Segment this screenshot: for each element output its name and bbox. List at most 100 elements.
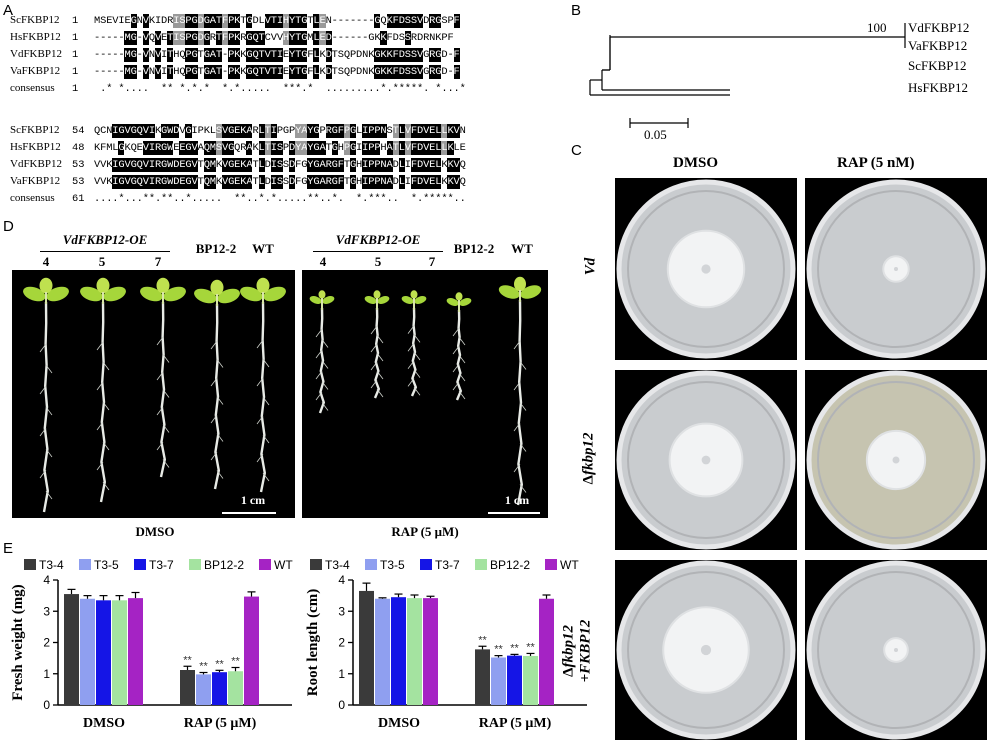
sequence-name: VdFKBP12: [10, 158, 62, 170]
panel-label-a: A: [3, 2, 14, 19]
sequence-start: 1: [72, 49, 79, 61]
oe-underline-left: [40, 251, 170, 253]
legend-label: T3-7: [149, 558, 174, 572]
bar-T3-5-0: [375, 598, 390, 705]
legend-swatch: [545, 559, 557, 570]
y-tick-label: 2: [338, 636, 345, 650]
oe-group-right: VdFKBP12-OE: [313, 232, 443, 248]
scale-label-rap: 1 cm: [504, 493, 530, 507]
bar-T3-5-0: [80, 598, 95, 705]
legend-item: BP12-2: [189, 558, 244, 572]
consensus-start: 1: [72, 83, 79, 95]
column-label-rap: RAP (5 nM): [837, 155, 915, 171]
sequence-name: ScFKBP12: [10, 124, 60, 136]
x-category-label: DMSO: [83, 716, 125, 731]
line-7-left: 7: [154, 254, 162, 269]
seedlings-dmso-photo: [12, 270, 295, 518]
significance-mark: **: [494, 644, 503, 656]
legend-item: T3-5: [365, 558, 405, 572]
taxon-sc: ScFKBP12: [908, 58, 967, 73]
significance-mark: **: [526, 641, 535, 653]
consensus-row: consensus 61 ....*...**.**..*..... **..*.*…: [10, 192, 466, 205]
taxon-va: VaFKBP12: [908, 38, 968, 53]
bar-T3-5-1: [196, 674, 211, 705]
line-7-right: 7: [428, 254, 436, 269]
legend-label: BP12-2: [490, 558, 531, 572]
legend-swatch: [259, 559, 271, 570]
legend-swatch: [420, 559, 432, 570]
sequence-name: HsFKBP12: [10, 31, 61, 43]
bar-T3-7-0: [96, 600, 111, 705]
x-category-label: RAP (5 μM): [479, 716, 552, 731]
caption-dmso: DMSO: [135, 524, 175, 539]
bar-WT-1: [539, 598, 554, 705]
seedlings-rap-photo: [302, 270, 548, 518]
scale-bar-label: 0.05: [644, 127, 667, 142]
alignment-row: VdFKBP12 53 VVKIGVGQVIRGWDEGVTQMKVGEKATLDI…: [10, 158, 466, 172]
chart-fresh-weight: 0 1 2 3 4 Fresh weight (mg) DMSO ** ** ** ** RAP (5…: [10, 573, 292, 731]
y-tick-label: 4: [43, 573, 50, 587]
legend-item: WT: [259, 558, 293, 572]
sequence-name: HsFKBP12: [10, 141, 61, 153]
legend-label: BP12-2: [204, 558, 245, 572]
significance-mark: **: [183, 654, 192, 666]
phylogenetic-tree: [589, 23, 906, 128]
legend-item: BP12-2: [475, 558, 530, 572]
sequence-start: 53: [72, 176, 85, 188]
bar-BP12-2-1: [523, 655, 538, 705]
scale-label-dmso: 1 cm: [240, 493, 266, 507]
alignment-row: ScFKBP12 54 QCNIGVGQVIKGWDVGIPKLSVGEKARLTI…: [10, 124, 466, 138]
sequence-start: 1: [72, 15, 79, 27]
line-5-right: 5: [374, 254, 382, 269]
y-tick-label: 4: [338, 573, 345, 587]
legend-item: T3-7: [134, 558, 174, 572]
column-label-dmso: DMSO: [673, 155, 718, 171]
significance-mark: **: [199, 661, 208, 673]
consensus-label: consensus: [10, 192, 55, 204]
sequence-name: VaFKBP12: [10, 175, 61, 187]
bar-T3-4-1: [475, 649, 490, 705]
significance-mark: **: [478, 634, 487, 646]
line-4-left: 4: [42, 254, 50, 269]
row-label-vd: Vd: [582, 258, 599, 276]
legend-item: T3-7: [420, 558, 460, 572]
sequence-start: 1: [72, 32, 79, 44]
y-tick-label: 1: [338, 667, 345, 681]
y-tick-label: 0: [43, 698, 50, 712]
consensus-row: consensus 1 .* *.... ** *.*.* *.*..... **…: [10, 82, 466, 95]
legend-label: WT: [560, 558, 579, 572]
legend-swatch: [24, 559, 36, 570]
wt-left: WT: [252, 241, 274, 256]
y-axis-label: Fresh weight (mg): [10, 584, 26, 700]
sequence-start: 1: [72, 66, 79, 78]
consensus-label: consensus: [10, 82, 55, 94]
row-label-vd-text: Vd: [582, 257, 599, 276]
legend-item: T3-4: [24, 558, 64, 572]
alignment-row: HsFKBP12 1 -----MG-VQVETISPGDGRTFPKRGQTCVV…: [10, 31, 454, 45]
significance-mark: **: [510, 642, 519, 654]
plate-vd-dmso: [615, 178, 797, 360]
taxon-vd: VdFKBP12: [908, 20, 970, 35]
sequence-name: VaFKBP12: [10, 65, 61, 77]
significance-mark: **: [231, 656, 240, 668]
plate-fkbp12-dmso: [615, 370, 797, 550]
y-tick-label: 3: [338, 604, 345, 618]
legend-label: T3-7: [435, 558, 460, 572]
legend-swatch: [475, 559, 487, 570]
legend-swatch: [365, 559, 377, 570]
legend-label: T3-4: [325, 558, 350, 572]
legend-swatch: [79, 559, 91, 570]
line-4-right: 4: [319, 254, 327, 269]
delta-symbol: Δ: [580, 475, 597, 485]
row-label-fkbp12: Δfkbp12: [580, 433, 597, 485]
plate-fkbp12-rap: [805, 370, 987, 550]
legend-label: WT: [274, 558, 293, 572]
legend-left: T3-4 T3-5 T3-7 BP12-2 WT: [24, 558, 294, 574]
caption-rap: RAP (5 μM): [391, 524, 459, 539]
bar-T3-7-0: [391, 597, 406, 705]
legend-swatch: [310, 559, 322, 570]
bar-BP12-2-0: [112, 600, 127, 705]
x-category-label: RAP (5 μM): [184, 716, 257, 731]
y-tick-label: 3: [43, 604, 50, 618]
bar-T3-4-1: [180, 670, 195, 705]
